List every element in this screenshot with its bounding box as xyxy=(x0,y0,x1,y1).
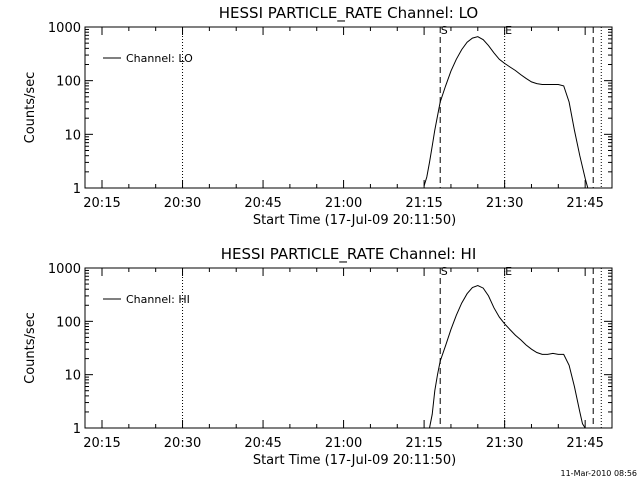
x-tick-label: 21:30 xyxy=(486,196,523,211)
x-tick-label: 20:15 xyxy=(83,436,120,451)
x-tick-label: 20:45 xyxy=(244,196,281,211)
x-tick-label: 20:45 xyxy=(244,436,281,451)
plot-frame xyxy=(84,267,613,429)
x-tick-label: 21:00 xyxy=(325,196,362,211)
chart-title: HESSI PARTICLE_RATE Channel: LO xyxy=(219,4,478,23)
x-tick-label: 21:45 xyxy=(566,436,603,451)
y-tick-label: 1000 xyxy=(48,21,81,36)
time-marker-label: E xyxy=(505,265,512,278)
y-tick-label: 1 xyxy=(73,182,81,197)
x-tick-label: 21:30 xyxy=(486,436,523,451)
y-tick-label: 1 xyxy=(73,422,81,437)
legend-entry: Channel: LO xyxy=(126,52,193,65)
time-marker-label: S xyxy=(441,265,448,278)
y-tick-label: 100 xyxy=(56,75,81,90)
y-axis-label: Counts/sec xyxy=(23,72,38,144)
chart-title: HESSI PARTICLE_RATE Channel: HI xyxy=(221,245,477,264)
x-tick-label: 20:15 xyxy=(83,196,120,211)
y-tick-label: 10 xyxy=(64,128,81,143)
time-marker-label: S xyxy=(441,24,448,37)
y-tick-label: 1000 xyxy=(48,262,81,277)
x-tick-label: 21:00 xyxy=(325,436,362,451)
y-tick-label: 10 xyxy=(64,369,81,384)
time-marker-label: E xyxy=(505,24,512,37)
x-axis-label: Start Time (17-Jul-09 20:11:50) xyxy=(253,213,456,228)
y-tick-label: 100 xyxy=(56,315,81,330)
x-tick-label: 21:15 xyxy=(405,196,442,211)
series-line xyxy=(423,36,589,189)
legend-entry: Channel: HI xyxy=(126,293,190,306)
y-axis-label: Counts/sec xyxy=(23,312,38,384)
series-line xyxy=(429,284,586,429)
x-tick-label: 20:30 xyxy=(164,196,201,211)
footer-timestamp: 11-Mar-2010 08:56 xyxy=(561,469,638,478)
x-tick-label: 21:15 xyxy=(405,436,442,451)
plot-frame xyxy=(84,26,613,189)
x-tick-label: 20:30 xyxy=(164,436,201,451)
x-axis-label: Start Time (17-Jul-09 20:11:50) xyxy=(253,453,456,468)
x-tick-label: 21:45 xyxy=(566,196,603,211)
